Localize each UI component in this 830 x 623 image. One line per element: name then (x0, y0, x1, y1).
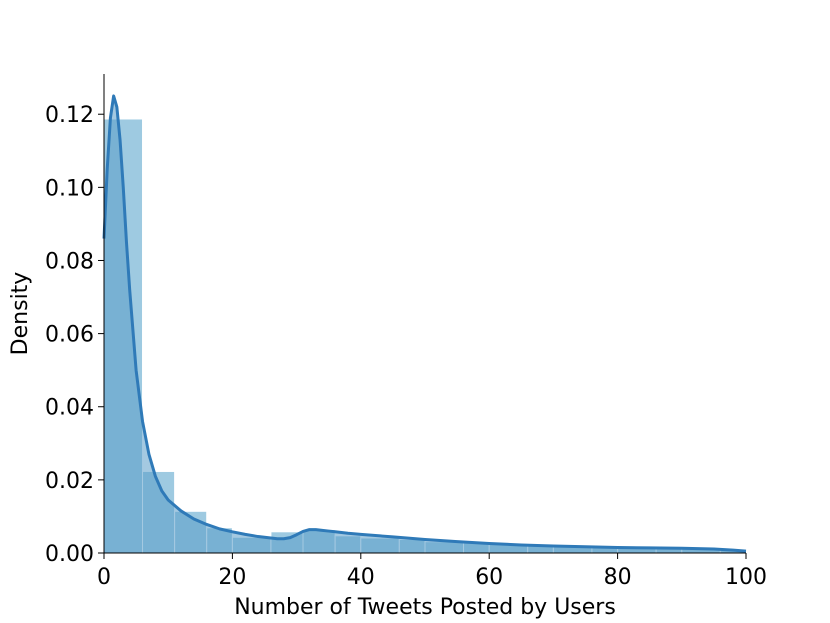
y-tick-label: 0.00 (45, 542, 94, 567)
x-axis-title: Number of Tweets Posted by Users (234, 595, 616, 620)
y-tick-label: 0.04 (45, 396, 94, 421)
plot-area (102, 94, 747, 554)
x-axis-ticks: 0 20 40 60 80 100 (97, 553, 767, 590)
y-tick-label: 0.10 (45, 176, 94, 201)
x-tick-label: 80 (604, 565, 632, 590)
x-tick-label: 20 (218, 565, 246, 590)
x-tick-label: 100 (725, 565, 767, 590)
x-tick-label: 0 (97, 565, 111, 590)
y-axis-ticks: 0.00 0.02 0.04 0.06 0.08 0.10 0.12 (45, 103, 104, 567)
y-tick-label: 0.06 (45, 323, 94, 348)
y-tick-label: 0.12 (45, 103, 94, 128)
x-tick-label: 40 (347, 565, 375, 590)
y-axis-title: Density (8, 272, 33, 356)
kde-line (102, 94, 747, 553)
kde-area (104, 95, 746, 553)
histogram-bars (103, 118, 747, 554)
y-tick-label: 0.02 (45, 469, 94, 494)
x-tick-label: 60 (475, 565, 503, 590)
y-tick-label: 0.08 (45, 249, 94, 274)
